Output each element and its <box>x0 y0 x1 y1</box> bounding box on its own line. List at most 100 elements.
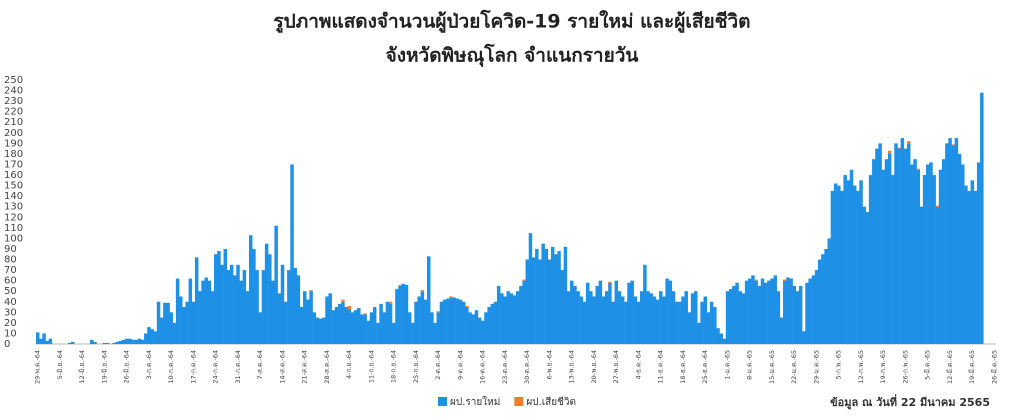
bar <box>347 305 352 310</box>
bar <box>617 291 622 344</box>
bar <box>531 257 536 344</box>
y-tick-label: 230 <box>4 96 23 107</box>
bar <box>264 243 269 344</box>
bar <box>951 145 955 344</box>
bar <box>315 317 320 344</box>
bar <box>420 290 425 292</box>
bar <box>687 312 692 344</box>
bar <box>757 285 762 344</box>
bar <box>897 148 901 344</box>
bar <box>67 342 72 344</box>
bar <box>341 299 345 302</box>
bar <box>926 164 930 344</box>
bar <box>697 322 701 344</box>
bar <box>147 327 151 344</box>
bar <box>255 270 259 344</box>
bar <box>792 285 797 344</box>
bar <box>589 291 593 344</box>
x-tick-label: 29-พ.ค.-64 <box>34 350 42 384</box>
bar <box>878 143 882 344</box>
bar <box>770 278 774 344</box>
bar <box>182 307 186 344</box>
bar <box>563 246 568 344</box>
bar <box>220 264 224 344</box>
bar <box>236 264 240 344</box>
bar <box>226 270 231 344</box>
bar <box>163 302 167 344</box>
bar <box>906 143 911 344</box>
bar <box>303 291 307 344</box>
y-tick-label: 0 <box>4 339 10 350</box>
x-tick-label: 16-ต.ค.-64 <box>479 350 487 384</box>
bar <box>357 308 361 344</box>
bar <box>827 238 832 344</box>
bar <box>48 338 53 344</box>
bar <box>214 254 218 344</box>
bar <box>487 307 491 344</box>
bar <box>887 153 892 344</box>
bar <box>957 153 962 344</box>
bar <box>496 285 501 344</box>
bar <box>252 248 256 344</box>
bar <box>296 275 301 344</box>
bar <box>42 333 46 344</box>
bar <box>172 322 177 344</box>
bar <box>128 338 132 344</box>
y-tick-label: 40 <box>4 297 17 308</box>
bar <box>830 190 835 344</box>
bar <box>547 259 552 344</box>
footnote: ข้อมูล ณ วันที่ 22 มีนาคม 2565 <box>830 394 990 410</box>
y-tick-label: 50 <box>4 286 17 297</box>
bar <box>763 282 768 344</box>
bar <box>388 301 393 304</box>
bar <box>385 301 390 344</box>
x-tick-label: 12-มิ.ย.-64 <box>78 350 86 383</box>
bar <box>115 341 119 344</box>
bar <box>703 296 708 344</box>
bar <box>414 301 418 344</box>
bar <box>722 338 727 344</box>
chart-title: รูปภาพแสดงจำนวนผู้ป่วยโควิด-19 รายใหม่ แ… <box>273 10 750 34</box>
bar <box>344 307 348 344</box>
bar <box>446 298 450 344</box>
bar <box>655 299 660 344</box>
bar <box>525 259 530 344</box>
bar <box>392 322 396 344</box>
bar <box>274 225 278 344</box>
bar <box>811 275 816 344</box>
bar <box>916 168 921 170</box>
bar <box>573 285 577 344</box>
x-tick-label: 12-มี.ค.-65 <box>946 350 954 384</box>
bar <box>535 248 539 344</box>
bar <box>941 159 946 344</box>
bar <box>783 279 787 281</box>
bar <box>144 333 148 344</box>
bar <box>802 331 806 344</box>
x-tick-label: 15-ม.ค.-65 <box>768 350 776 384</box>
x-tick-label: 17-ก.ค.-64 <box>189 350 197 384</box>
bar <box>309 291 313 344</box>
x-tick-label: 25-ธ.ค.-64 <box>701 350 709 384</box>
bar <box>592 296 596 344</box>
bar <box>798 285 803 344</box>
legend-swatch <box>438 397 447 406</box>
x-tick-label: 25-ก.ย.-64 <box>412 350 420 383</box>
bar <box>242 270 247 344</box>
y-tick-label: 160 <box>4 170 23 181</box>
x-tick-label: 5-มิ.ย.-64 <box>56 350 64 379</box>
bar <box>894 143 898 344</box>
bar <box>649 293 653 344</box>
bar <box>916 169 921 344</box>
bar <box>856 190 860 344</box>
bar <box>808 278 812 344</box>
y-tick-label: 140 <box>4 191 23 202</box>
bar <box>512 295 517 344</box>
bar <box>277 293 282 344</box>
bar <box>287 270 291 344</box>
y-tick-label: 10 <box>4 328 17 339</box>
bar <box>159 317 164 344</box>
bar <box>337 303 342 344</box>
bar <box>862 206 866 344</box>
bar <box>347 309 352 344</box>
bar <box>630 280 634 344</box>
